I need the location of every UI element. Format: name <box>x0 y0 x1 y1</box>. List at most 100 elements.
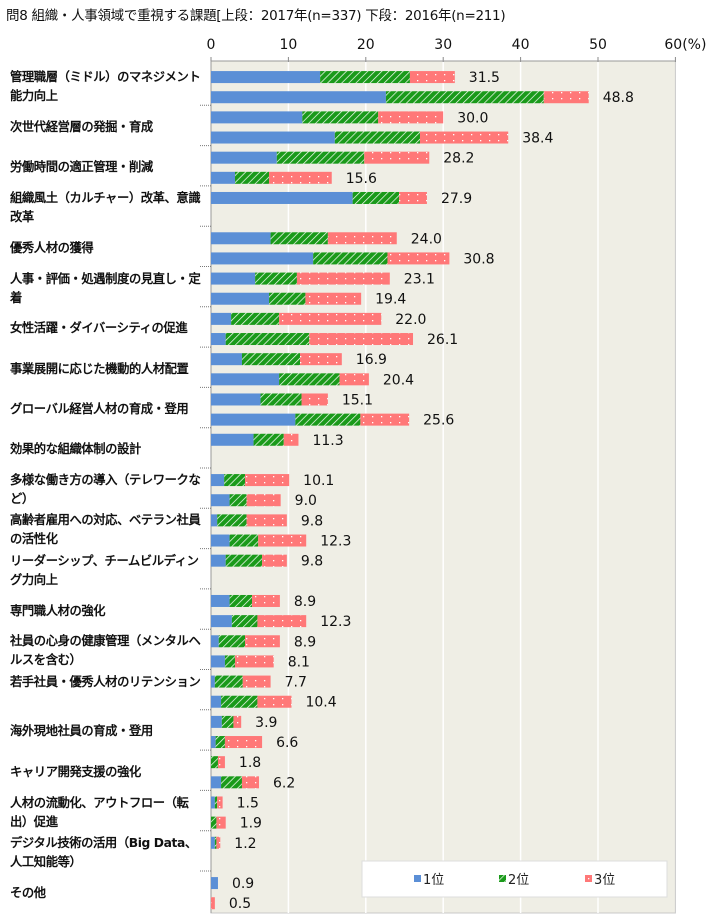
bar-segment-1位 <box>211 715 222 728</box>
bar-segment-3位 <box>216 816 226 829</box>
bar-segment-2位 <box>276 151 365 164</box>
bar-segment-3位 <box>364 151 430 164</box>
bar-segment-3位 <box>217 796 223 809</box>
category-label: デジタル技術の活用（Big Data、人工知能等） <box>10 835 197 869</box>
bar-segment-2位 <box>225 333 310 346</box>
data-label: 6.6 <box>276 735 298 751</box>
category-label: 海外現地社員の育成・登用 <box>10 724 153 739</box>
x-tick-label: 50 <box>589 37 607 53</box>
bar-segment-1位 <box>211 675 215 688</box>
category-label: 人材の流動化、アウトフロー（転出）促進 <box>10 795 189 829</box>
bar-segment-3位 <box>211 897 215 910</box>
data-label: 31.5 <box>469 70 500 86</box>
category-label: 優秀人材の獲得 <box>10 240 94 255</box>
data-label: 16.9 <box>356 352 387 368</box>
bar-segment-1位 <box>211 534 230 547</box>
bar-segment-3位 <box>257 695 292 708</box>
category-label: 多様な働き方の導入（テレワークなど） <box>10 473 201 507</box>
bar-segment-1位 <box>211 151 277 164</box>
data-label: 26.1 <box>427 332 458 348</box>
bar-segment-1位 <box>211 191 353 204</box>
bar-segment-2位 <box>229 534 259 547</box>
bar-segment-3位 <box>301 393 328 406</box>
bar-segment-2位 <box>302 111 379 124</box>
bar-segment-1位 <box>211 353 242 366</box>
bar-segment-3位 <box>360 413 410 426</box>
data-label: 9.8 <box>301 513 323 529</box>
bar-segment-1位 <box>211 635 219 648</box>
bar-segment-1位 <box>211 433 254 446</box>
bar-segment-1位 <box>211 594 230 607</box>
bar-segment-3位 <box>245 635 280 648</box>
data-label: 38.4 <box>522 131 553 147</box>
bar-segment-3位 <box>543 91 589 104</box>
bar-segment-2位 <box>221 715 234 728</box>
legend-label: 3位 <box>594 873 615 888</box>
bar-segment-1位 <box>211 796 215 809</box>
bar-segment-3位 <box>258 534 307 547</box>
category-label: 事業展開に応じた機動的人材配置 <box>10 361 189 376</box>
x-tick-label: 40 <box>512 37 530 53</box>
data-label: 30.8 <box>463 251 494 267</box>
data-label: 3.9 <box>255 715 277 731</box>
bar-segment-3位 <box>409 71 455 84</box>
data-label: 7.7 <box>285 675 307 691</box>
bar-segment-1位 <box>211 776 222 789</box>
data-label: 25.6 <box>423 413 454 429</box>
legend-label: 2位 <box>508 873 529 888</box>
bar-segment-2位 <box>270 232 328 245</box>
category-label: 人事・評価・処遇制度の見直し・定着 <box>10 271 201 305</box>
bar-segment-3位 <box>242 675 271 688</box>
bar-segment-3位 <box>246 494 281 507</box>
x-tick-label: 60(%) <box>664 37 706 53</box>
bar-segment-2位 <box>218 635 246 648</box>
bar-segment-3位 <box>387 252 450 265</box>
bar-segment-1位 <box>211 514 218 527</box>
bar-segment-1位 <box>211 91 386 104</box>
bar-segment-2位 <box>255 272 297 285</box>
bar-segment-3位 <box>309 333 414 346</box>
bar-segment-1位 <box>211 111 303 124</box>
data-label: 30.0 <box>457 110 488 126</box>
data-label: 19.4 <box>375 292 406 308</box>
category-label: 効果的な組織体制の設計 <box>10 442 141 457</box>
bar-segment-3位 <box>296 272 390 285</box>
data-label: 28.2 <box>443 151 474 167</box>
bar-segment-2位 <box>352 191 400 204</box>
bar-segment-3位 <box>399 191 427 204</box>
bar-segment-1位 <box>211 312 232 325</box>
data-label: 0.9 <box>232 876 254 892</box>
bar-segment-2位 <box>211 756 218 769</box>
x-tick-label: 10 <box>279 37 297 53</box>
bar-segment-1位 <box>211 655 225 668</box>
bar-segment-2位 <box>334 131 420 144</box>
data-label: 48.8 <box>603 90 634 106</box>
bar-segment-3位 <box>300 353 342 366</box>
data-label: 6.2 <box>273 775 295 791</box>
x-tick-label: 20 <box>357 37 375 53</box>
bar-segment-3位 <box>305 292 362 305</box>
x-tick-label: 0 <box>207 37 216 53</box>
bar-segment-3位 <box>216 836 221 849</box>
bar-segment-2位 <box>217 514 247 527</box>
bar-segment-2位 <box>231 312 280 325</box>
bar-segment-1位 <box>211 554 226 567</box>
category-label: 組織風土（カルチャー）改革、意識改革 <box>10 191 201 225</box>
bar-segment-2位 <box>229 594 253 607</box>
bar-segment-1位 <box>211 333 226 346</box>
bar-segment-2位 <box>260 393 302 406</box>
bar-segment-2位 <box>313 252 388 265</box>
bar-segment-2位 <box>224 655 235 668</box>
data-label: 12.3 <box>320 614 351 630</box>
bar-segment-1位 <box>211 71 321 84</box>
bar-segment-2位 <box>229 494 247 507</box>
bar-segment-1位 <box>211 252 314 265</box>
bar-segment-3位 <box>224 736 263 749</box>
category-label: 社員の心身の健康管理（メンタルヘルスを含む） <box>10 634 201 668</box>
bar-segment-1位 <box>211 877 218 890</box>
legend-label: 1位 <box>423 873 444 888</box>
bar-segment-3位 <box>257 615 307 628</box>
legend-swatch <box>414 875 421 882</box>
legend-swatch <box>499 875 506 882</box>
